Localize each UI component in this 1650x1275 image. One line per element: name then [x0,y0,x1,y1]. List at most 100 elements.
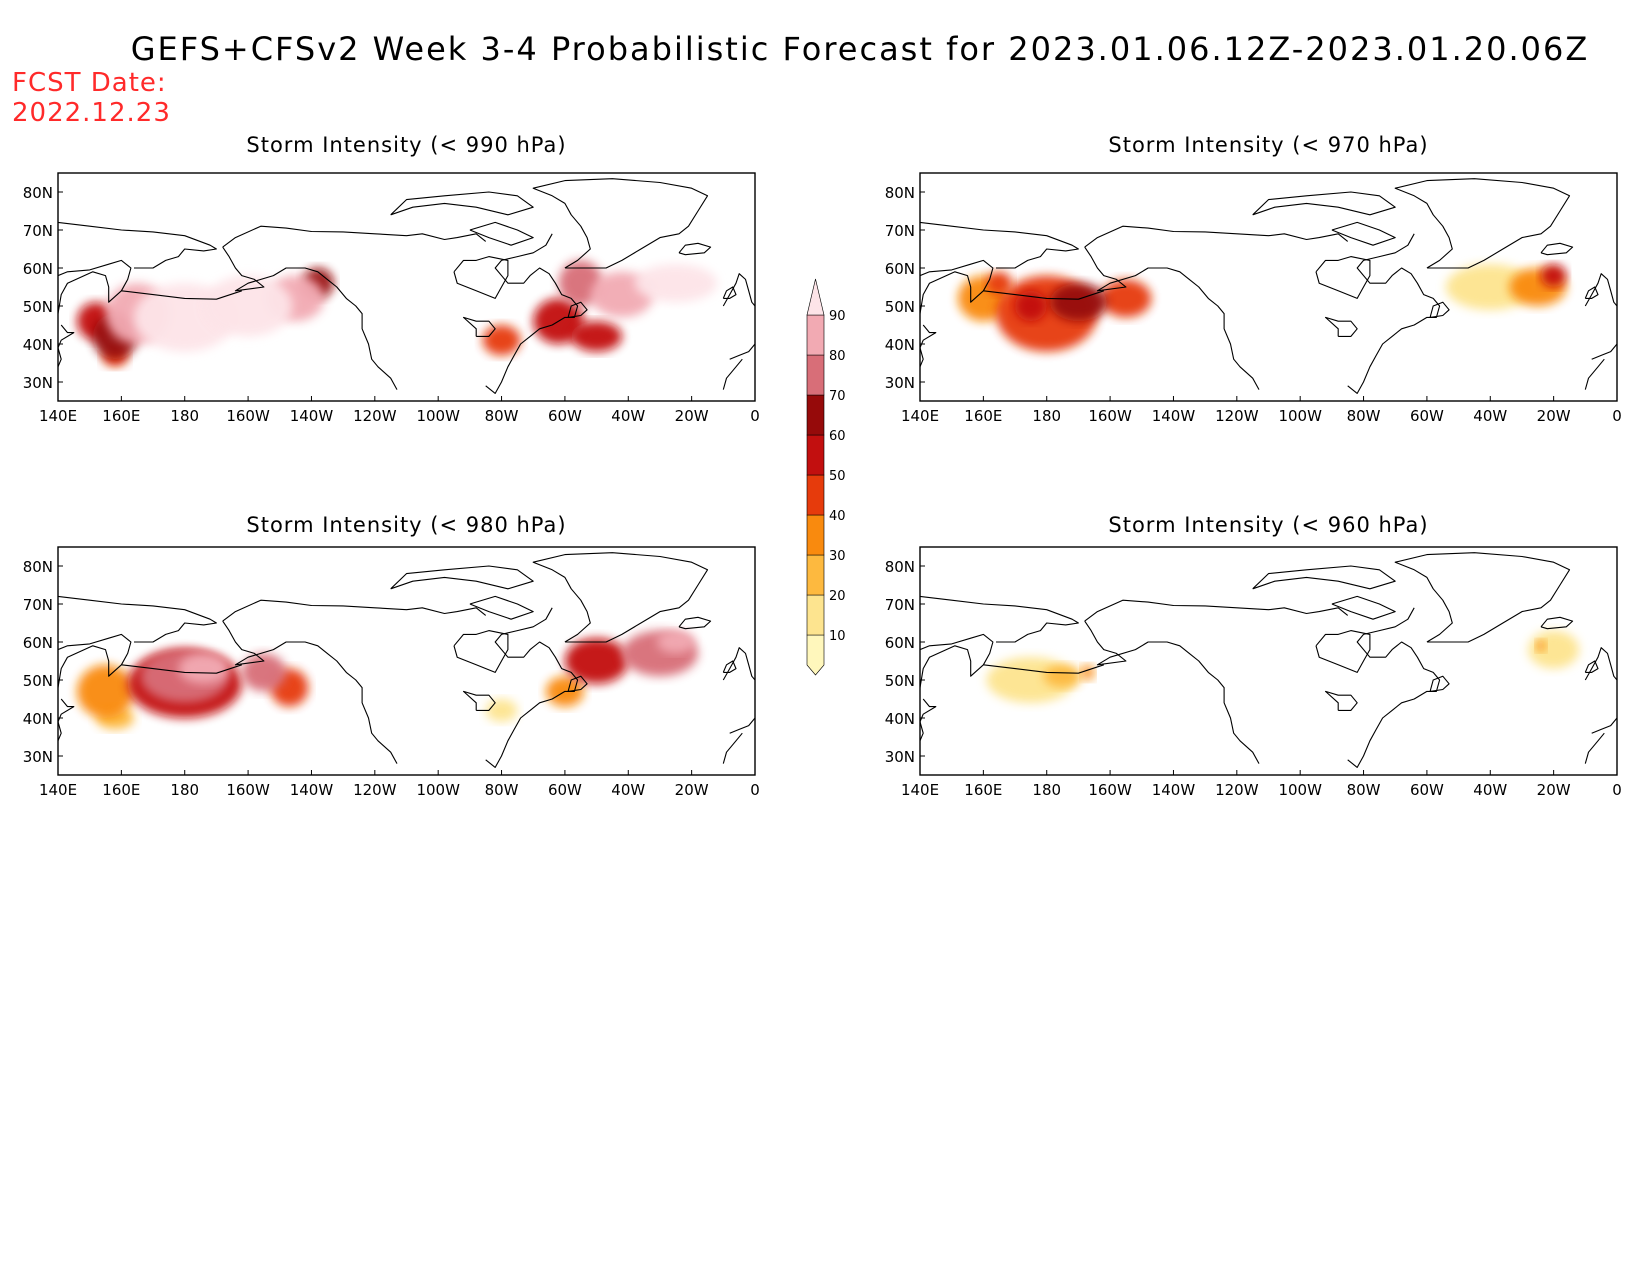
map-panel: Storm Intensity (< 970 hPa) 140E 160E 180 16… [885,133,1622,425]
lat-tick-label: 50N [23,672,53,690]
lon-tick-label: 140E [901,781,939,799]
coastline-segment [678,242,712,256]
lat-tick-label: 70N [23,222,53,240]
probability-region [241,653,287,692]
coastline-segment [453,630,509,673]
lat-tick-label: 70N [885,222,915,240]
coastline-segment [222,246,398,390]
coastline-segment [121,290,242,300]
coastline-segment [58,595,217,643]
lon-tick-label: 140W [1152,407,1196,425]
lon-tick-label: 80W [1347,781,1381,799]
map-frame [919,172,1618,402]
coastline-segment [58,698,75,742]
coastline-segment [1591,717,1617,734]
probability-region [1540,264,1567,287]
coastline-segment [453,256,509,299]
lon-tick-label: 20W [675,781,709,799]
lat-tick-label: 70N [23,596,53,614]
coastline-segment [1084,246,1260,390]
coastline-segment [1584,647,1617,681]
lon-tick-label: 60W [1410,407,1444,425]
coastline-segment [729,717,755,734]
lon-tick-label: 40W [1473,781,1507,799]
probability-region [1536,640,1546,652]
lat-tick-label: 80N [885,184,915,202]
lon-tick-label: 40W [611,781,645,799]
coastline-segment [1540,616,1574,630]
coastline-segment [1429,675,1450,692]
coastline-segment [1584,286,1599,299]
colorbar-band [806,278,825,316]
panel-title: Storm Intensity (< 960 hPa) [1108,513,1428,537]
probability-field [986,630,1579,703]
coastline-segment [58,221,217,269]
coastline-segment [1324,316,1358,337]
colorbar-band [806,594,825,636]
lat-tick-label: 30N [23,748,53,766]
lon-tick-label: 120W [353,407,397,425]
colorbar-tick-label: 10 [829,629,846,644]
colorbar-tick-label: 70 [829,389,846,404]
page-title: GEFS+CFSv2 Week 3-4 Probabilistic Foreca… [130,30,1590,68]
coastline-segment [462,316,496,337]
lon-tick-label: 100W [416,781,460,799]
coastline-segment [722,286,737,299]
coastline-segment [983,664,1104,674]
probability-region [564,638,629,684]
lat-tick-label: 80N [23,184,53,202]
lon-tick-label: 140E [39,781,77,799]
coastline-segment [469,221,534,246]
lat-tick-label: 60N [23,634,53,652]
lon-tick-label: 160W [1088,781,1132,799]
coastline-segment [58,324,75,368]
lon-tick-label: 180 [1032,407,1061,425]
coastline-segment [222,599,487,622]
map-frame [57,546,756,776]
probability-field [77,260,717,367]
probability-region [986,271,1012,295]
lon-tick-label: 20W [675,407,709,425]
coastline-segment [920,221,1079,269]
lon-tick-label: 140E [901,407,939,425]
lat-tick-label: 80N [885,558,915,576]
map-frame [919,546,1618,776]
lon-tick-label: 120W [353,781,397,799]
map-panel: Storm Intensity (< 960 hPa) 140E 160E 180 16… [885,513,1622,799]
colorbar-band [806,434,825,476]
lon-tick-label: 0 [1612,781,1622,799]
lon-tick-label: 160W [226,781,270,799]
coastline-segment [1584,732,1605,764]
coastline-segment [722,273,755,307]
colorbar-band [806,634,825,676]
colorbar-tick-label: 30 [829,549,846,564]
lat-tick-label: 60N [885,260,915,278]
coastline-segment [469,595,534,620]
lon-tick-label: 180 [1032,781,1061,799]
probability-field [77,630,698,730]
lon-tick-label: 160E [964,781,1002,799]
colorbar-tick-label: 90 [829,309,846,324]
map-panel: Storm Intensity (< 980 hPa) 140E 160E 180 16… [23,513,760,799]
lat-tick-label: 60N [23,260,53,278]
colorbar-band [806,314,825,356]
lon-tick-label: 140W [1152,781,1196,799]
coastline-segment [567,301,588,318]
coastline-segment [485,607,579,768]
coastline-segment [1591,343,1617,360]
lon-tick-label: 20W [1537,407,1571,425]
coastline-segment [920,324,937,368]
coastline-segment [390,565,534,590]
lon-tick-label: 140W [290,407,334,425]
coastline-segment [567,675,588,692]
lon-tick-label: 80W [485,407,519,425]
lon-tick-label: 100W [1278,407,1322,425]
probability-region [485,699,518,722]
coastline-segment [722,660,737,673]
colorbar-band [806,394,825,436]
lat-tick-label: 40N [885,710,915,728]
coastline-segment [532,178,709,269]
probability-region [1081,664,1095,681]
probability-region [1100,279,1152,318]
